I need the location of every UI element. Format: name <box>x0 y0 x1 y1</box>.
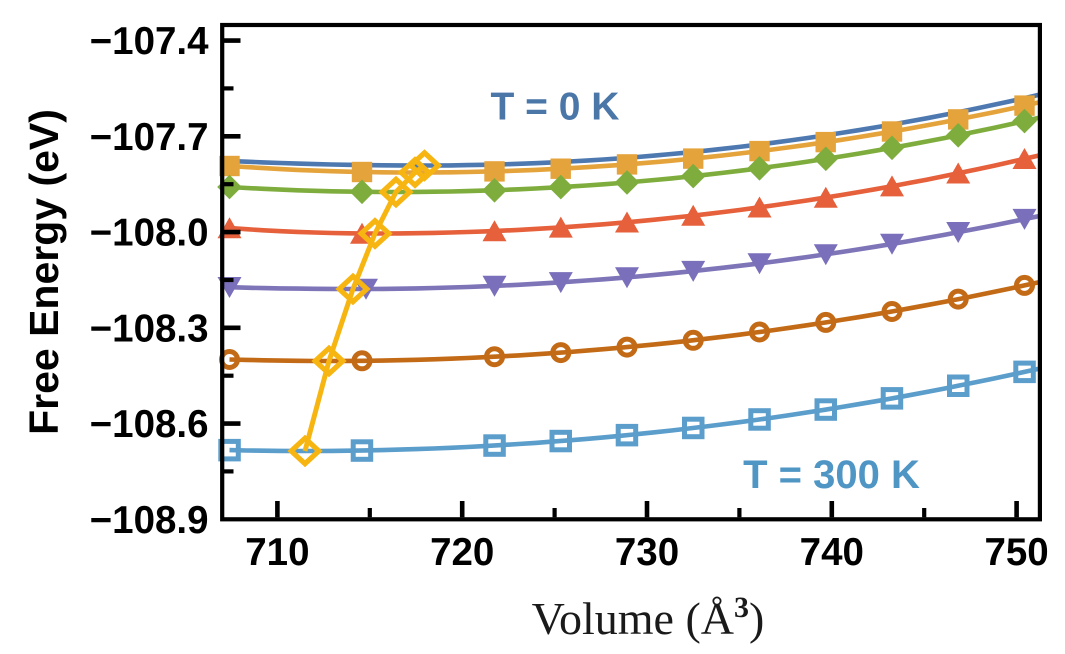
svg-text:−107.7: −107.7 <box>90 116 209 159</box>
svg-text:−108.9: −108.9 <box>90 499 209 542</box>
svg-text:T = 0 K: T = 0 K <box>491 86 620 129</box>
svg-text:−108.3: −108.3 <box>90 307 209 350</box>
svg-text:710: 710 <box>245 531 309 574</box>
svg-text:−108.0: −108.0 <box>90 212 209 255</box>
svg-text:730: 730 <box>615 531 679 574</box>
svg-text:740: 740 <box>800 531 864 574</box>
svg-text:T = 300 K: T = 300 K <box>743 453 920 497</box>
svg-text:720: 720 <box>430 531 494 574</box>
svg-text:−107.4: −107.4 <box>90 20 209 63</box>
svg-text:−108.6: −108.6 <box>90 403 209 446</box>
svg-text:Volume (Å3): Volume (Å3) <box>532 591 765 644</box>
svg-text:750: 750 <box>984 531 1048 574</box>
svg-text:Free Energy (eV): Free Energy (eV) <box>21 109 67 435</box>
